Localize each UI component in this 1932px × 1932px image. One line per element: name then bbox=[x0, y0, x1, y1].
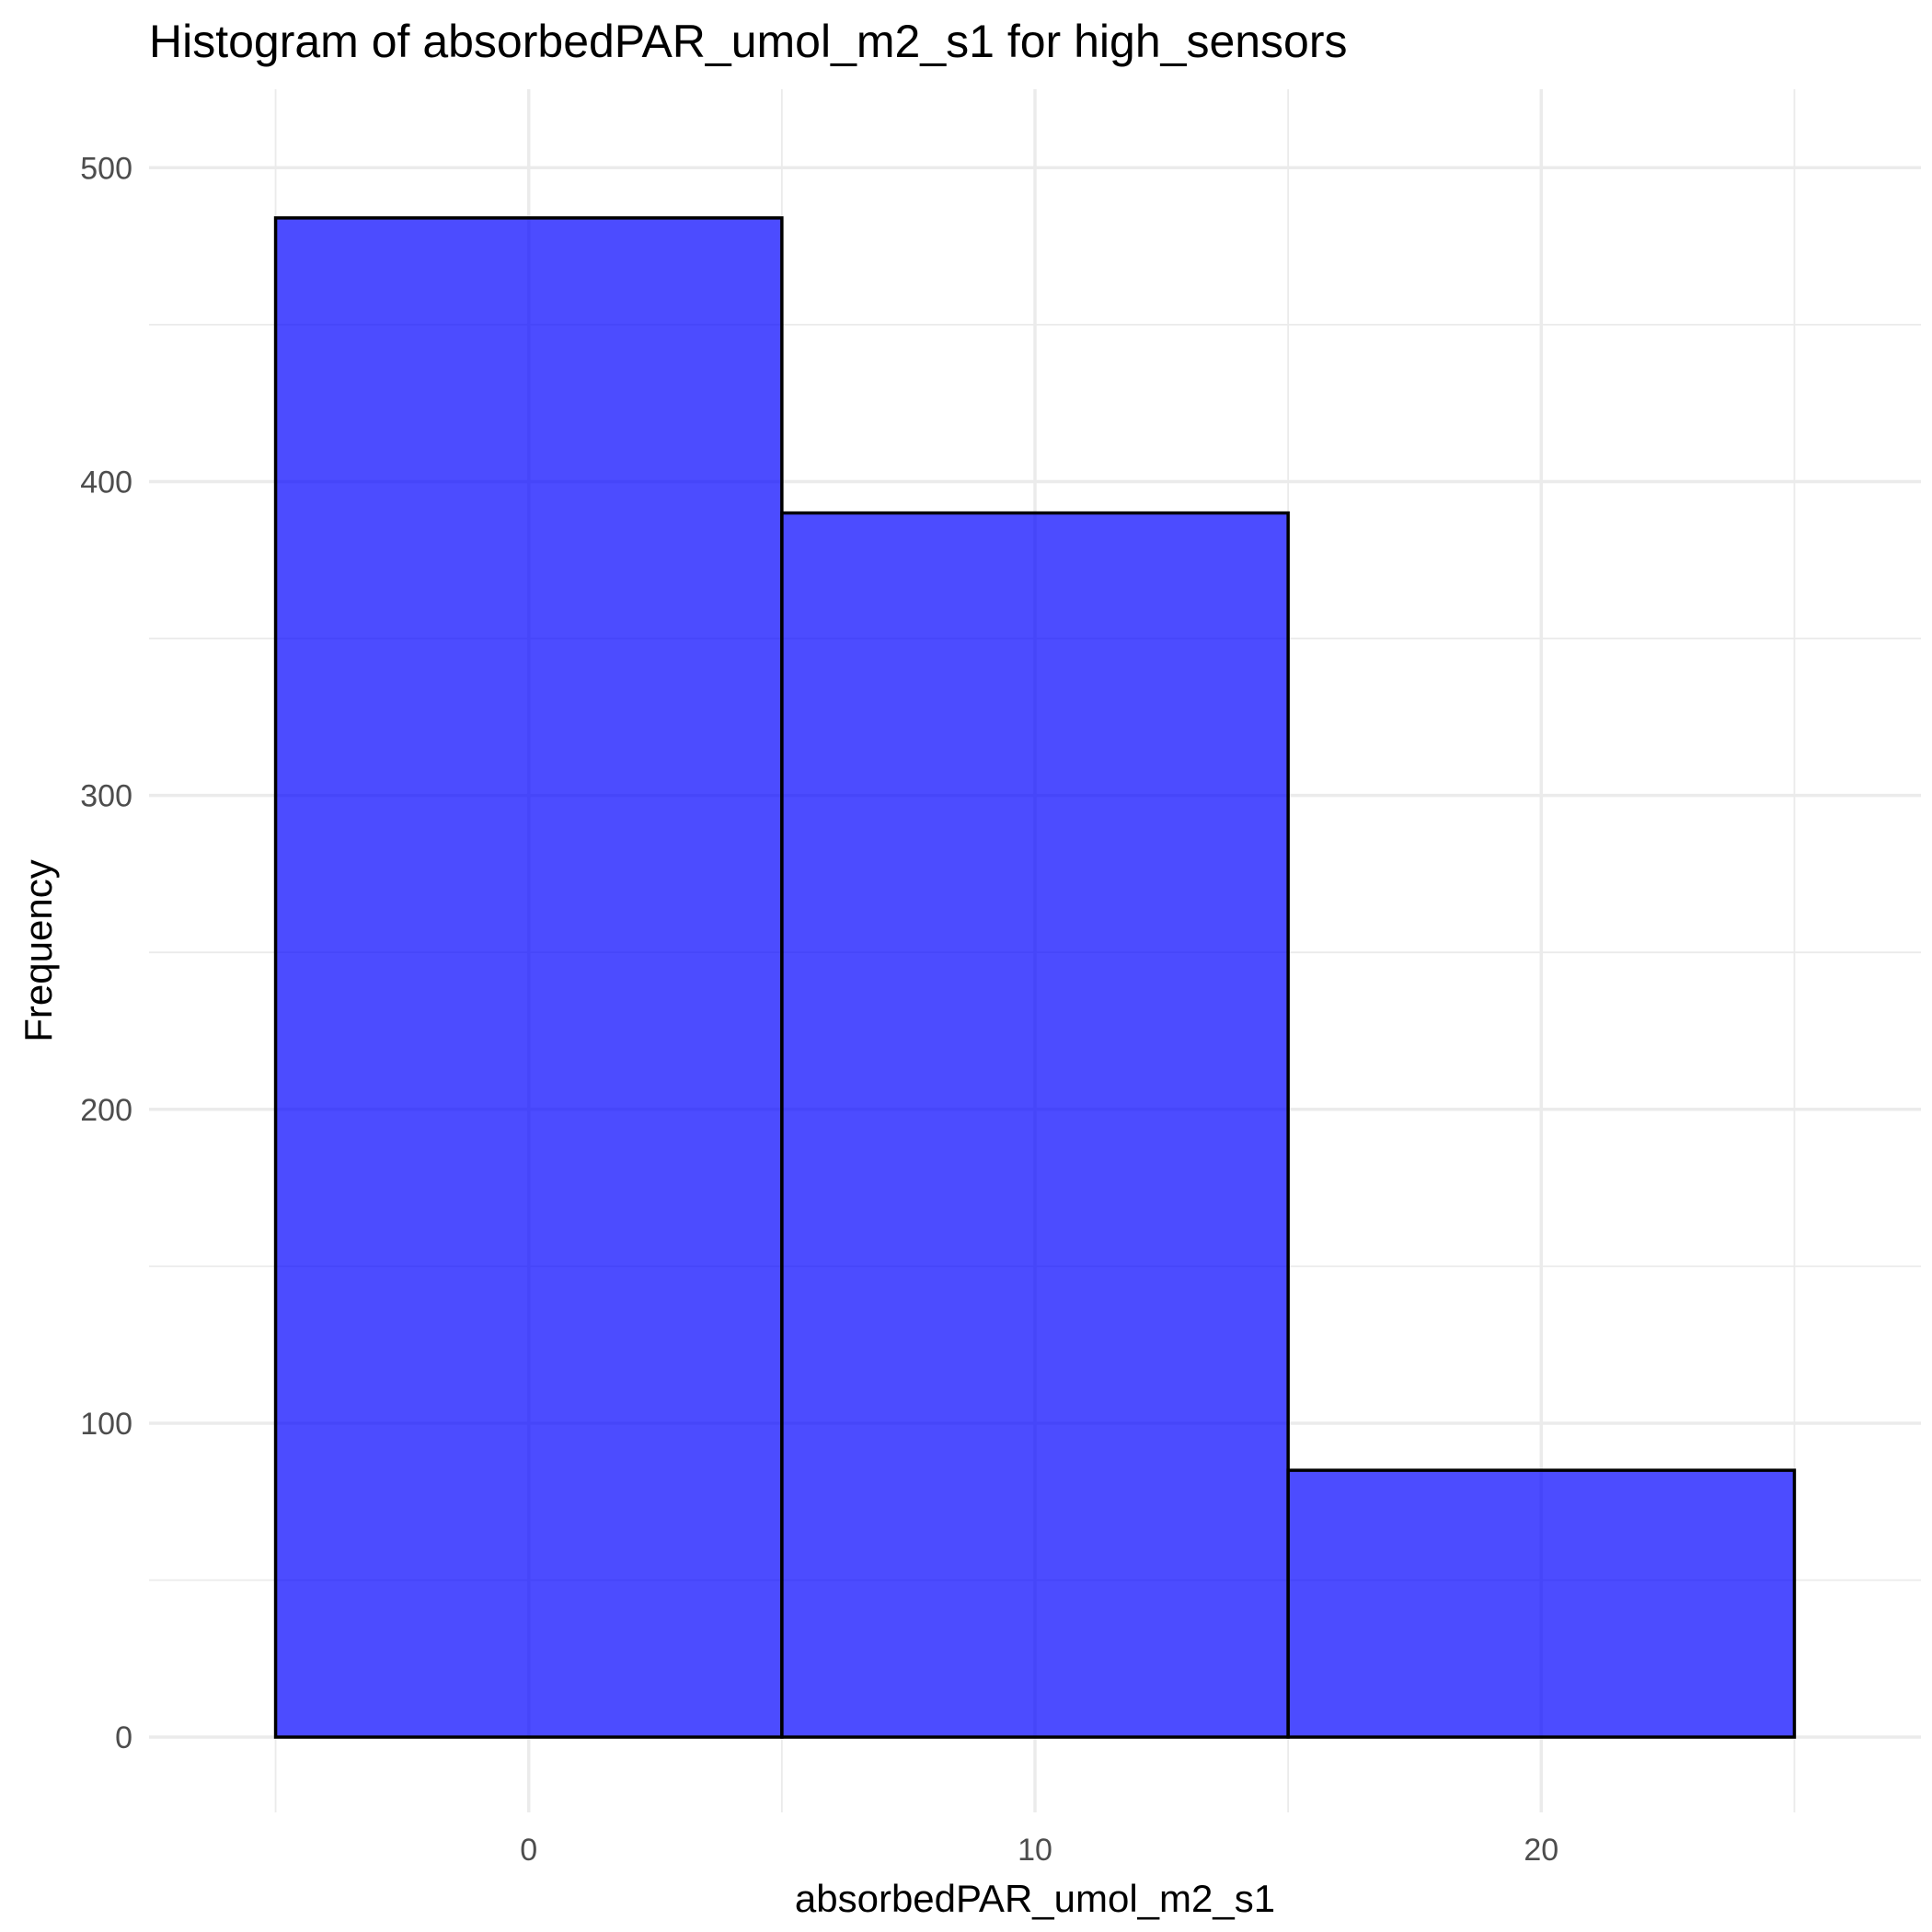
y-tick-label: 0 bbox=[115, 1720, 132, 1755]
bar-layer bbox=[273, 216, 1797, 1739]
x-tick-label: 0 bbox=[520, 1833, 537, 1868]
histogram-bar-3 bbox=[1286, 1468, 1797, 1739]
y-tick-label: 400 bbox=[80, 465, 132, 500]
chart-title: Histogram of absorbedPAR_umol_m2_s1 for … bbox=[149, 16, 1348, 67]
y-tick-label: 300 bbox=[80, 779, 132, 814]
histogram-bar-1 bbox=[273, 216, 784, 1739]
y-tick-label: 200 bbox=[80, 1093, 132, 1128]
x-tick-label: 20 bbox=[1524, 1833, 1558, 1868]
y-tick-label: 500 bbox=[80, 151, 132, 186]
x-axis-title: absorbedPAR_umol_m2_s1 bbox=[795, 1877, 1275, 1920]
x-tick-label: 10 bbox=[1018, 1833, 1052, 1868]
y-axis-title: Frequency bbox=[17, 859, 60, 1041]
histogram-bar-2 bbox=[780, 511, 1290, 1739]
y-tick-label: 100 bbox=[80, 1407, 132, 1442]
